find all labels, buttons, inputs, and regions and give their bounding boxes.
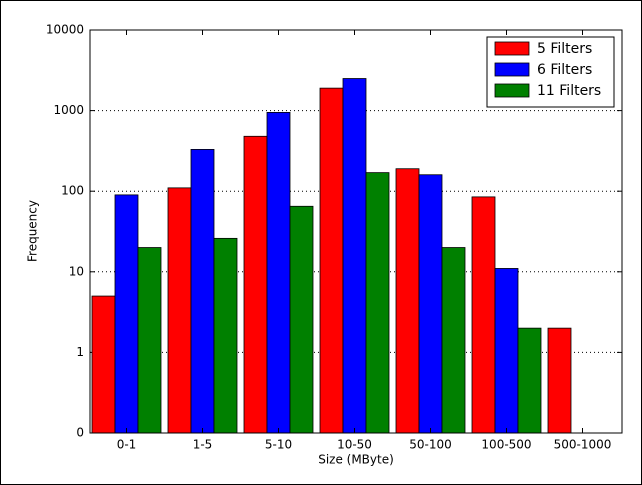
- bar: [114, 194, 139, 434]
- x-tick-label: 100-500: [481, 438, 531, 452]
- legend-swatch: [494, 83, 530, 98]
- bar: [266, 111, 291, 434]
- y-tick-label: 100: [61, 184, 84, 198]
- x-tick-label: 0-1: [117, 438, 137, 452]
- bar: [365, 172, 390, 434]
- y-axis-label: Frequency: [26, 200, 40, 262]
- y-tick-label: 10: [69, 264, 84, 278]
- bar: [517, 327, 542, 434]
- plot-border: [89, 29, 623, 434]
- bar: [547, 327, 572, 434]
- legend-swatch: [494, 41, 530, 56]
- bar: [471, 196, 496, 434]
- legend-label: 6 Filters: [537, 62, 592, 78]
- bar: [289, 205, 314, 434]
- bar: [213, 237, 238, 434]
- y-tick-label: 1: [76, 345, 84, 359]
- bar: [190, 149, 215, 434]
- bar: [137, 247, 162, 434]
- bar: [243, 135, 268, 434]
- bar: [494, 268, 519, 434]
- bar: [441, 247, 466, 434]
- y-tick-label: 0: [76, 426, 84, 440]
- x-tick-label: 5-10: [265, 438, 292, 452]
- y-tick-label: 10000: [46, 23, 84, 37]
- legend-swatch: [494, 62, 530, 77]
- x-tick-label: 10-50: [337, 438, 372, 452]
- y-tick-label: 1000: [53, 103, 84, 117]
- bar: [319, 87, 344, 434]
- x-axis-label: Size (MByte): [318, 453, 394, 467]
- bar: [395, 168, 420, 434]
- bar: [91, 295, 116, 434]
- bar: [418, 174, 443, 434]
- x-tick-label: 500-1000: [554, 438, 612, 452]
- x-tick-label: 1-5: [193, 438, 213, 452]
- legend-label: 11 Filters: [537, 83, 601, 99]
- x-tick-label: 50-100: [409, 438, 452, 452]
- legend-label: 5 Filters: [537, 41, 592, 57]
- bar: [342, 78, 367, 434]
- bar: [167, 187, 192, 434]
